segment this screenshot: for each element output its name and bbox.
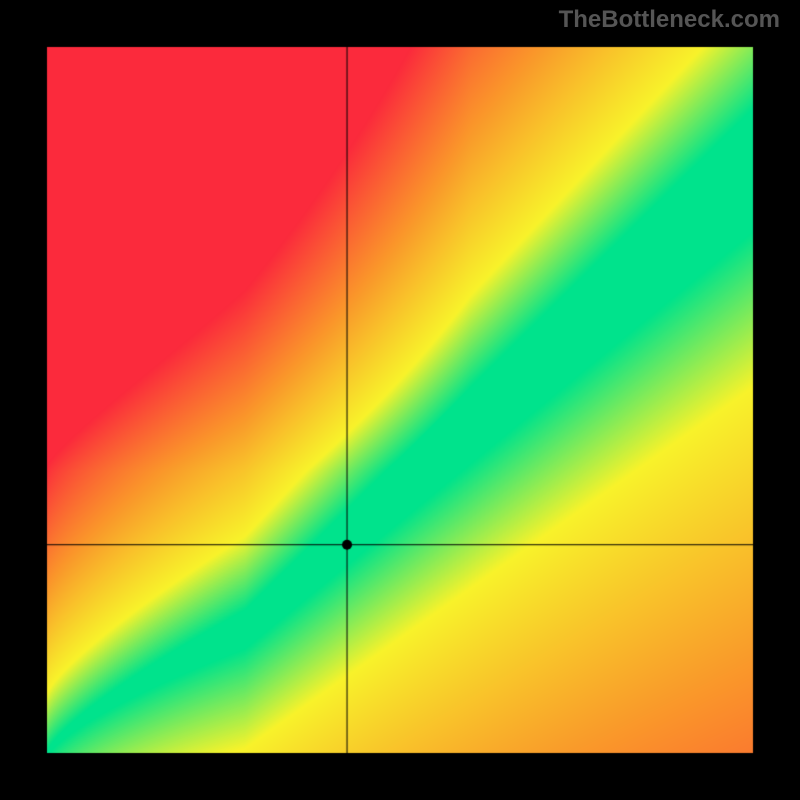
- watermark-text: TheBottleneck.com: [559, 6, 780, 34]
- bottleneck-heatmap: [0, 0, 800, 800]
